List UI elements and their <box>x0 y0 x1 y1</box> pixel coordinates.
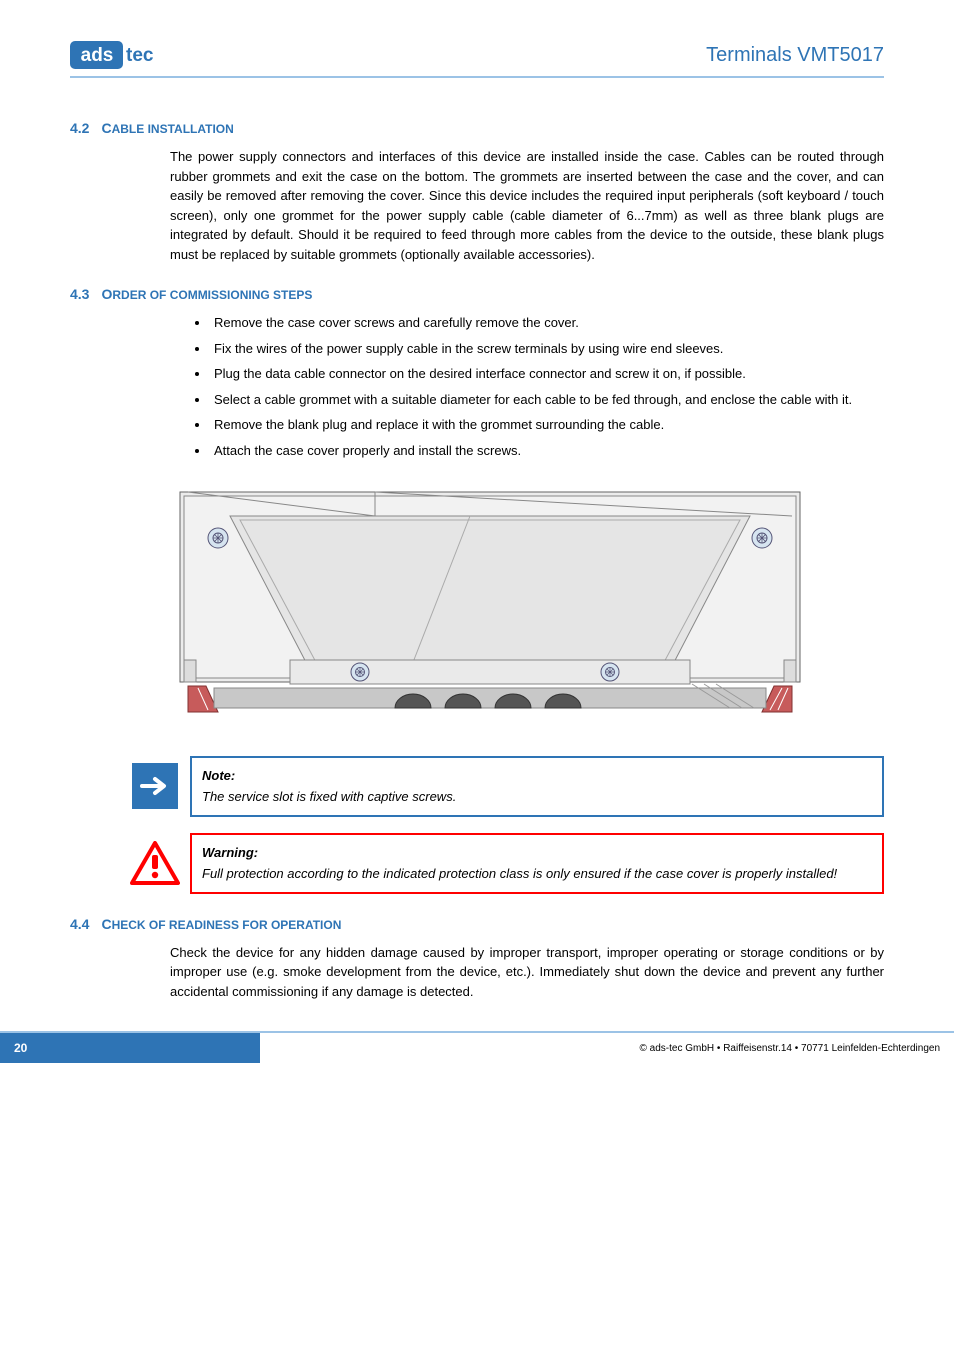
note-callout: Note: The service slot is fixed with cap… <box>130 756 884 817</box>
commissioning-steps-list: Remove the case cover screws and careful… <box>210 313 864 460</box>
note-body: The service slot is fixed with captive s… <box>202 787 872 807</box>
section-title: ORDER OF COMMISSIONING STEPS <box>101 284 312 305</box>
warning-icon <box>130 833 180 894</box>
logo: ads tec <box>70 41 170 69</box>
warning-callout: Warning: Full protection according to th… <box>130 833 884 894</box>
list-item: Fix the wires of the power supply cable … <box>210 339 864 359</box>
header-title: Terminals VMT5017 <box>706 40 884 70</box>
warning-title: Warning: <box>202 843 872 863</box>
svg-text:ads: ads <box>81 45 114 66</box>
section-number: 4.2 <box>70 118 89 139</box>
note-title: Note: <box>202 766 872 786</box>
section-title: CHECK OF READINESS FOR OPERATION <box>101 914 341 935</box>
list-item: Remove the case cover screws and careful… <box>210 313 864 333</box>
list-item: Attach the case cover properly and insta… <box>210 441 864 461</box>
section-number: 4.3 <box>70 284 89 305</box>
section-number: 4.4 <box>70 914 89 935</box>
section-4-2-heading: 4.2 CABLE INSTALLATION <box>70 118 884 139</box>
section-title: CABLE INSTALLATION <box>101 118 233 139</box>
page-header: ads tec Terminals VMT5017 <box>70 40 884 78</box>
footer-copyright: © ads-tec GmbH • Raiffeisenstr.14 • 7077… <box>260 1033 954 1063</box>
device-diagram <box>170 480 810 726</box>
note-icon <box>130 756 180 817</box>
list-item: Remove the blank plug and replace it wit… <box>210 415 864 435</box>
page-number: 20 <box>0 1033 260 1063</box>
list-item: Plug the data cable connector on the des… <box>210 364 864 384</box>
section-4-4-body: Check the device for any hidden damage c… <box>170 943 884 1002</box>
page-footer: 20 © ads-tec GmbH • Raiffeisenstr.14 • 7… <box>0 1031 954 1063</box>
section-4-3-heading: 4.3 ORDER OF COMMISSIONING STEPS <box>70 284 884 305</box>
section-4-2-body: The power supply connectors and interfac… <box>170 147 884 264</box>
warning-body: Full protection according to the indicat… <box>202 864 872 884</box>
list-item: Select a cable grommet with a suitable d… <box>210 390 864 410</box>
section-4-4-heading: 4.4 CHECK OF READINESS FOR OPERATION <box>70 914 884 935</box>
svg-text:tec: tec <box>126 45 154 66</box>
